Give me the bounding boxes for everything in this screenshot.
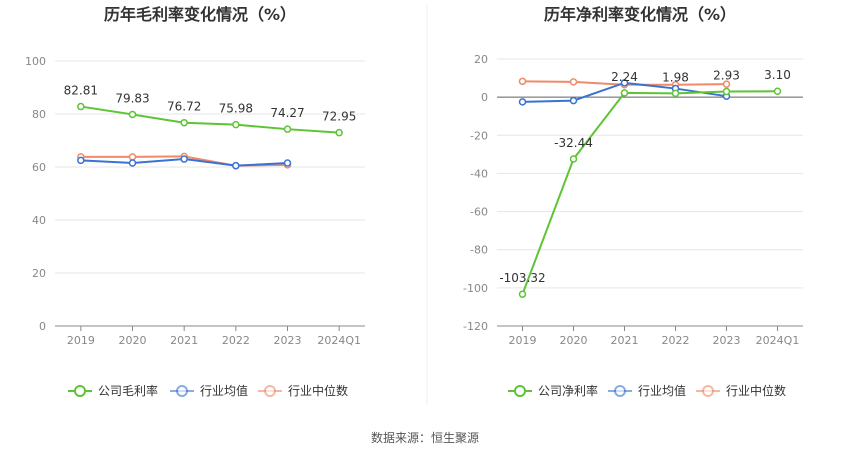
y-tick-label: 80 [32,108,46,121]
data-point[interactable] [569,78,578,86]
data-point[interactable] [722,80,731,88]
x-tick-label: 2023 [274,334,302,347]
data-label: 2.24 [611,70,638,84]
data-point[interactable] [77,102,85,111]
legend-item[interactable]: 公司毛利率 [68,383,158,398]
x-tick-label: 2020 [119,334,147,347]
y-tick-label: 0 [481,91,488,104]
x-tick-label: 2024Q1 [317,334,361,347]
data-label: -103.32 [499,271,545,285]
legend-label: 行业均值 [638,383,686,398]
x-tick-label: 2019 [67,334,95,347]
data-point[interactable] [620,89,629,97]
legend-item[interactable]: 行业均值 [170,383,248,398]
data-point[interactable] [180,118,188,127]
data-point[interactable] [283,125,292,133]
y-tick-label: -100 [463,282,488,295]
y-tick-label: 100 [25,55,46,68]
data-point[interactable] [569,155,578,163]
data-point[interactable] [128,110,137,119]
legend-swatch-marker [264,385,276,397]
y-tick-label: 20 [474,53,488,66]
chart-title: 历年毛利率变化情况（%） [104,5,296,24]
y-tick-label: 40 [32,214,46,227]
data-label: 1.98 [662,70,689,84]
legend-item[interactable]: 行业均值 [608,383,686,398]
x-tick-label: 2024Q1 [756,334,800,347]
legend-label: 公司净利率 [538,383,598,398]
data-point[interactable] [128,159,137,167]
x-tick-label: 2021 [170,334,198,347]
data-point[interactable] [77,156,85,165]
data-point[interactable] [128,153,137,161]
series-line [521,90,778,295]
gross-margin-chart: 历年毛利率变化情况（%） 0 20 40 60 80 100 2019 2020 2021 202… [25,5,365,398]
legend-item[interactable]: 行业中位数 [258,383,348,398]
source-label: 数据来源：恒生聚源 [371,430,479,445]
legend-item[interactable]: 公司净利率 [508,383,598,398]
data-label: 75.98 [219,102,253,116]
legend-label: 行业均值 [200,383,248,398]
y-tick-label: -20 [470,129,488,142]
data-label: 74.27 [270,106,304,120]
data-point[interactable] [335,128,343,137]
y-tick-label: -120 [463,320,488,333]
data-point[interactable] [620,79,629,87]
x-tick-label: 2022 [662,334,690,347]
legend-swatch-marker [614,385,626,397]
x-tick-label: 2021 [611,334,639,347]
data-point[interactable] [232,161,240,170]
legend-swatch-marker [176,385,188,397]
y-tick-label: -60 [470,206,488,219]
y-tick-label: -80 [470,244,488,257]
data-point[interactable] [671,89,680,98]
data-point[interactable] [569,96,578,105]
x-tick-label: 2023 [713,334,741,347]
data-label: 82.81 [64,84,98,98]
data-point[interactable] [518,98,527,106]
legend-swatch-marker [514,385,526,397]
data-label: 3.10 [764,68,791,82]
legend-label: 行业中位数 [288,383,348,398]
legend-item[interactable]: 行业中位数 [696,383,786,398]
net-margin-chart: 历年净利率变化情况（%） -120 -100 -80 -60 -40 -20 0 20 2019… [463,5,803,398]
data-point[interactable] [518,290,527,298]
chart-title: 历年净利率变化情况（%） [544,5,736,24]
data-label: 2.93 [713,69,740,83]
y-tick-label: 60 [32,161,46,174]
data-point[interactable] [518,77,527,86]
data-label: -32.44 [554,136,593,150]
y-tick-label: 20 [32,267,46,280]
data-point[interactable] [722,87,731,96]
legend-swatch-marker [74,385,86,397]
data-label: 79.83 [115,91,149,105]
series-line [80,105,340,134]
data-point[interactable] [232,120,240,129]
legend-label: 行业中位数 [726,383,786,398]
legend-label: 公司毛利率 [98,383,158,398]
data-label: 72.95 [322,110,356,124]
x-tick-label: 2019 [509,334,537,347]
data-point[interactable] [283,159,292,167]
data-point[interactable] [180,155,188,163]
data-point[interactable] [773,87,782,95]
x-tick-label: 2020 [560,334,588,347]
y-tick-label: -40 [470,167,488,180]
legend-swatch-marker [702,385,714,397]
x-tick-label: 2022 [222,334,250,347]
y-tick-label: 0 [39,320,46,333]
data-label: 76.72 [167,100,201,114]
